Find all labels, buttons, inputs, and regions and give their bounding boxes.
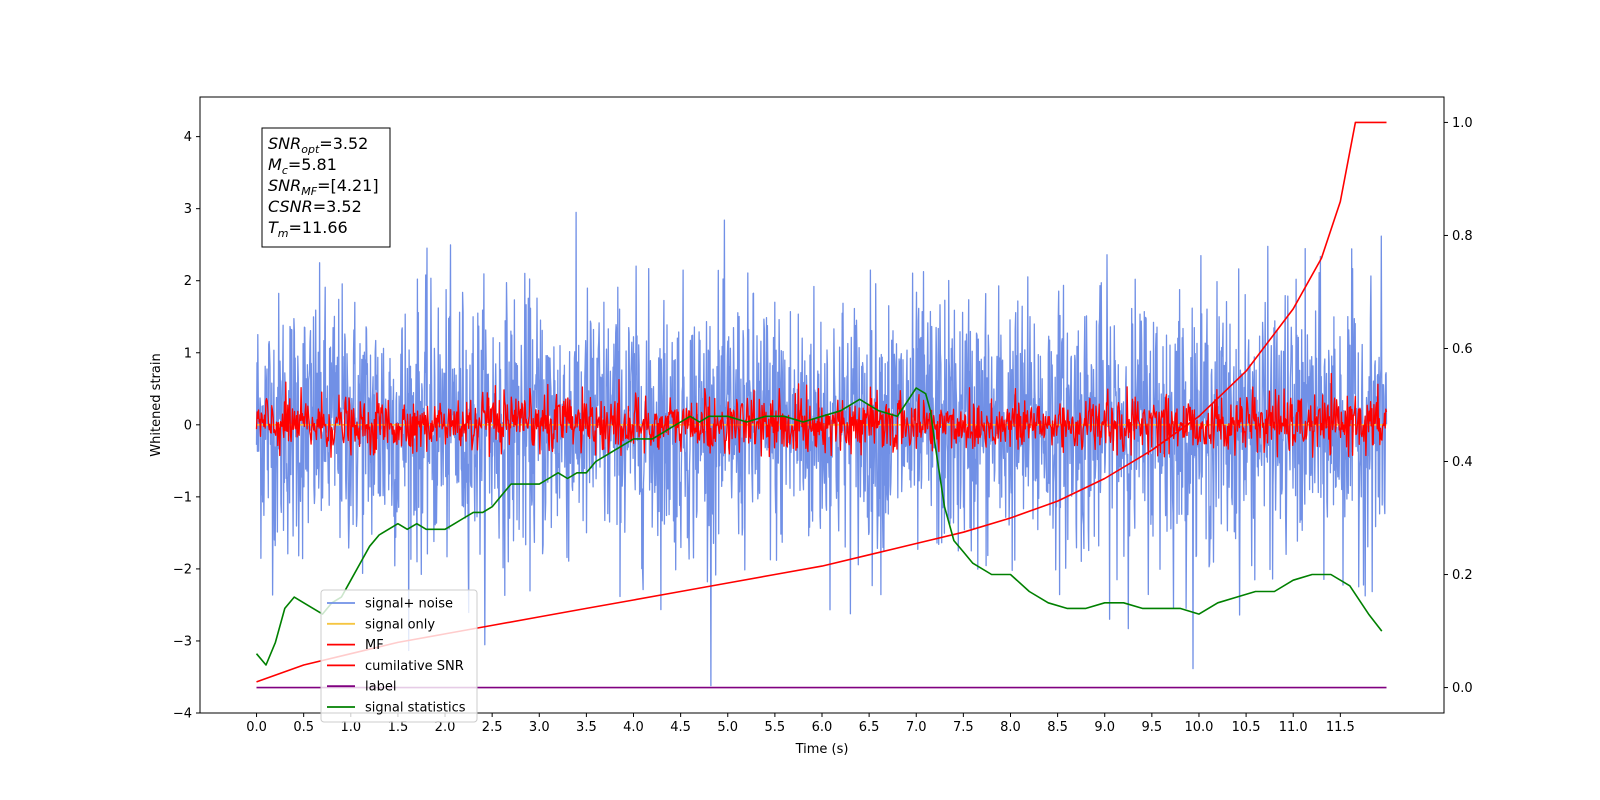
y-tick-label: 0	[184, 418, 192, 433]
x-tick-label: 10.0	[1184, 720, 1213, 735]
y-tick-label: −2	[173, 562, 192, 577]
x-tick-label: 4.0	[623, 720, 644, 735]
info-line: SNRMF=[4.21]	[268, 176, 379, 198]
x-tick-label: 8.0	[1000, 720, 1021, 735]
x-tick-label: 4.5	[670, 720, 691, 735]
x-tick-label: 7.0	[906, 720, 927, 735]
x-tick-label: 3.5	[576, 720, 597, 735]
x-tick-label: 1.0	[340, 720, 361, 735]
x-tick-label: 0.0	[246, 720, 267, 735]
info-line: Mc=5.81	[268, 155, 337, 177]
x-tick-label: 11.0	[1279, 720, 1308, 735]
y-tick-label: 2	[184, 274, 192, 289]
y-tick-label: −3	[173, 634, 192, 649]
legend-label: cumilative SNR	[365, 659, 464, 674]
x-tick-label: 10.5	[1232, 720, 1261, 735]
x-tick-label: 3.0	[529, 720, 550, 735]
x-tick-label: 2.0	[435, 720, 456, 735]
legend-label: MF	[365, 638, 384, 653]
y2-tick-label: 0.8	[1452, 229, 1473, 244]
y2-tick-label: 0.0	[1452, 681, 1473, 696]
y-tick-label: 1	[184, 346, 192, 361]
series-signal-statistics	[255, 387, 1383, 666]
x-tick-label: 7.5	[953, 720, 974, 735]
x-tick-label: 2.5	[482, 720, 503, 735]
legend-frame	[320, 589, 478, 723]
x-tick-label: 5.0	[717, 720, 738, 735]
x-tick-label: 6.0	[812, 720, 833, 735]
x-tick-label: 9.5	[1142, 720, 1163, 735]
y-axis-left: −4 −3 −2 −1 0 1 2 3 4	[173, 130, 200, 722]
y2-tick-label: 0.2	[1452, 568, 1473, 583]
x-tick-label: 5.5	[765, 720, 786, 735]
x-tick-label: 0.5	[293, 720, 314, 735]
x-tick-label: 8.5	[1047, 720, 1068, 735]
legend-label: signal+ noise	[365, 597, 453, 612]
x-tick-label: 6.5	[859, 720, 880, 735]
y-tick-label: −4	[173, 707, 192, 722]
series-mf	[255, 372, 1388, 458]
x-tick-label: 9.0	[1094, 720, 1115, 735]
legend: signal+ noise signal only MF cumilative SNR…	[320, 589, 478, 723]
y2-tick-label: 0.6	[1452, 342, 1473, 357]
y-tick-label: 3	[184, 202, 192, 217]
y-axis-label: Whitened strain	[149, 353, 164, 456]
info-line: CSNR=3.52	[268, 197, 362, 216]
y-tick-label: 4	[184, 130, 192, 145]
y2-tick-label: 1.0	[1452, 116, 1473, 131]
legend-label: signal statistics	[365, 701, 466, 716]
y-tick-label: −1	[173, 490, 192, 505]
y2-tick-label: 0.4	[1452, 455, 1473, 470]
info-line: Tm=11.66	[268, 218, 348, 240]
x-axis: 0.0 0.5 1.0 1.5 2.0 2.5 3.0 3.5 4.0 4.5 5.0 5.5 6.0 6…	[246, 713, 1355, 735]
x-axis-label: Time (s)	[795, 742, 849, 757]
x-tick-label: 1.5	[388, 720, 409, 735]
legend-label: label	[365, 680, 396, 695]
x-tick-label: 11.5	[1326, 720, 1355, 735]
y-axis-right: 0.0 0.2 0.4 0.6 0.8 1.0	[1444, 116, 1473, 696]
legend-label: signal only	[365, 617, 435, 632]
info-box-frame	[261, 127, 391, 248]
info-line: SNRopt=3.52	[268, 134, 368, 156]
